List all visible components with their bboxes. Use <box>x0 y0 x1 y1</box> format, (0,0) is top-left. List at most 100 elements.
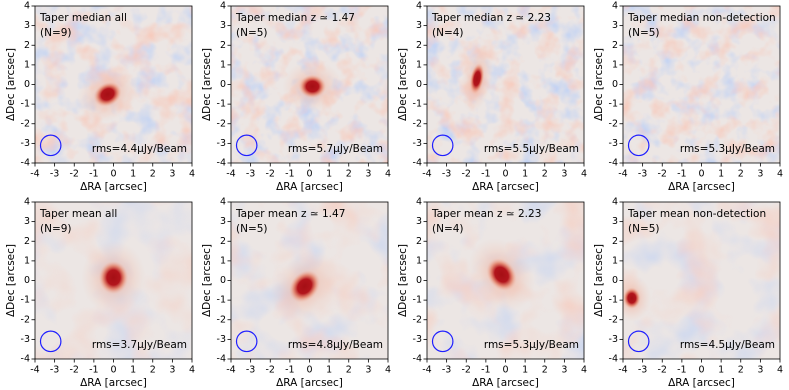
y-tick-label: 1 <box>612 255 618 266</box>
map-noise <box>623 6 780 163</box>
y-axis-label: ΔDec [arcsec] <box>593 244 605 317</box>
x-tick-label: -3 <box>246 365 255 376</box>
x-tick-label: -2 <box>462 365 471 376</box>
y-tick-label: 3 <box>220 20 226 31</box>
source <box>469 63 485 95</box>
beam <box>431 134 454 157</box>
y-tick-label: -3 <box>413 334 422 345</box>
y-tick-label: 0 <box>24 275 30 286</box>
x-tick-label: 3 <box>365 169 371 180</box>
source <box>98 260 129 295</box>
x-tick-label: 4 <box>189 365 195 376</box>
y-axis-label: ΔDec [arcsec] <box>201 48 213 121</box>
y-tick-label: 1 <box>612 59 618 70</box>
y-tick-label: 1 <box>416 255 422 266</box>
source <box>486 258 517 292</box>
x-tick-label: 4 <box>777 169 783 180</box>
y-tick-label: 0 <box>220 275 226 286</box>
y-tick-label: 2 <box>220 40 226 51</box>
panel-title: Taper median all <box>39 12 127 24</box>
x-tick-label: 4 <box>581 365 587 376</box>
rms-annotation: rms=5.3μJy/Beam <box>680 143 775 155</box>
y-axis-label: ΔDec [arcsec] <box>5 244 17 317</box>
beam <box>39 134 62 157</box>
x-tick-label: 0 <box>306 169 312 180</box>
y-tick-label: -3 <box>413 138 422 149</box>
y-tick-label: -4 <box>217 158 226 169</box>
y-tick-label: -1 <box>413 295 422 306</box>
y-tick-label: -2 <box>21 314 30 325</box>
x-tick-label: -4 <box>618 365 627 376</box>
x-tick-label: 1 <box>718 169 724 180</box>
x-tick-label: 4 <box>581 169 587 180</box>
beam <box>39 330 62 353</box>
y-tick-label: -4 <box>609 354 618 365</box>
panel-title: Taper mean all <box>39 208 117 220</box>
y-tick-label: -4 <box>217 354 226 365</box>
y-tick-label: 2 <box>612 236 618 247</box>
x-tick-label: -4 <box>30 365 39 376</box>
x-tick-label: 4 <box>385 169 391 180</box>
x-tick-label: -1 <box>89 365 98 376</box>
x-tick-label: 0 <box>306 365 312 376</box>
x-tick-label: 3 <box>169 365 175 376</box>
y-tick-label: -4 <box>609 158 618 169</box>
rms-annotation: rms=5.7μJy/Beam <box>288 143 383 155</box>
x-tick-label: -4 <box>226 365 235 376</box>
y-tick-label: -4 <box>413 158 422 169</box>
y-tick-label: -2 <box>413 118 422 129</box>
x-tick-label: -1 <box>677 365 686 376</box>
y-tick-label: -1 <box>21 99 30 110</box>
y-tick-label: 0 <box>220 79 226 90</box>
x-tick-label: 1 <box>130 169 136 180</box>
y-tick-label: -2 <box>217 314 226 325</box>
panel-subtitle: (N=9) <box>40 223 72 235</box>
y-tick-label: 3 <box>24 20 30 31</box>
x-tick-label: 0 <box>110 365 116 376</box>
y-tick-label: 3 <box>220 216 226 227</box>
x-tick-label: -2 <box>462 169 471 180</box>
x-tick-label: -2 <box>266 365 275 376</box>
source <box>298 74 327 99</box>
beam <box>431 330 454 353</box>
beam <box>627 134 650 157</box>
x-axis-label: ΔRA [arcsec] <box>276 181 343 193</box>
map-panel <box>35 6 192 163</box>
y-tick-label: -2 <box>609 118 618 129</box>
x-tick-label: -4 <box>422 365 431 376</box>
x-tick-label: -3 <box>50 365 59 376</box>
y-tick-label: 1 <box>416 59 422 70</box>
x-tick-label: 3 <box>757 169 763 180</box>
y-tick-label: -1 <box>609 99 618 110</box>
y-tick-label: 4 <box>24 197 30 208</box>
x-tick-label: -1 <box>677 169 686 180</box>
x-tick-label: -1 <box>481 365 490 376</box>
y-tick-label: -3 <box>21 334 30 345</box>
y-tick-label: 0 <box>612 79 618 90</box>
panel-subtitle: (N=4) <box>432 27 464 39</box>
x-tick-label: 4 <box>777 365 783 376</box>
x-tick-label: -3 <box>246 169 255 180</box>
map-noise <box>623 202 780 359</box>
y-tick-label: -4 <box>21 158 30 169</box>
y-tick-label: -1 <box>217 99 226 110</box>
x-tick-label: 1 <box>718 365 724 376</box>
y-tick-label: 4 <box>416 197 422 208</box>
y-tick-label: -3 <box>21 138 30 149</box>
y-tick-label: -4 <box>21 354 30 365</box>
x-axis-label: ΔRA [arcsec] <box>80 181 147 193</box>
y-tick-label: 3 <box>612 216 618 227</box>
y-tick-label: -1 <box>413 99 422 110</box>
x-tick-label: 3 <box>757 365 763 376</box>
x-axis-label: ΔRA [arcsec] <box>276 377 343 389</box>
y-tick-label: 1 <box>220 255 226 266</box>
x-tick-label: -1 <box>89 169 98 180</box>
x-tick-label: -3 <box>638 365 647 376</box>
y-tick-label: -2 <box>21 118 30 129</box>
y-tick-label: -3 <box>609 138 618 149</box>
panel-subtitle: (N=5) <box>628 27 660 39</box>
x-axis-label: ΔRA [arcsec] <box>668 377 735 389</box>
panel-title: Taper median non-detection <box>627 12 776 24</box>
x-tick-label: -4 <box>226 169 235 180</box>
y-tick-label: 0 <box>416 79 422 90</box>
